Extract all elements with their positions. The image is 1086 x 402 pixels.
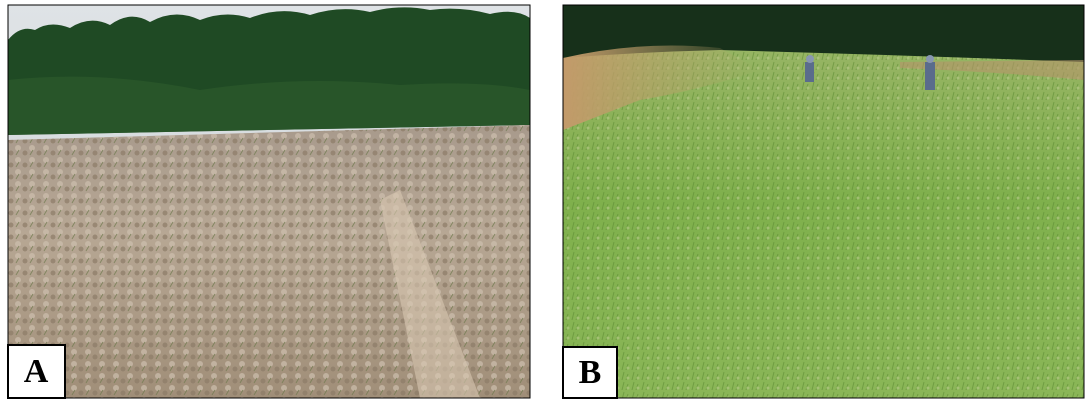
figure: A B (0, 0, 1086, 402)
panel-label: B (579, 354, 602, 391)
panel-label: A (24, 353, 49, 390)
person (805, 55, 814, 82)
photo-a (8, 5, 530, 398)
photo-b (563, 5, 1084, 398)
label-a: A (8, 345, 65, 398)
label-b: B (563, 347, 617, 398)
page: A B (() => { const data = JSON.parse(doc… (0, 0, 1086, 402)
person (925, 55, 935, 90)
